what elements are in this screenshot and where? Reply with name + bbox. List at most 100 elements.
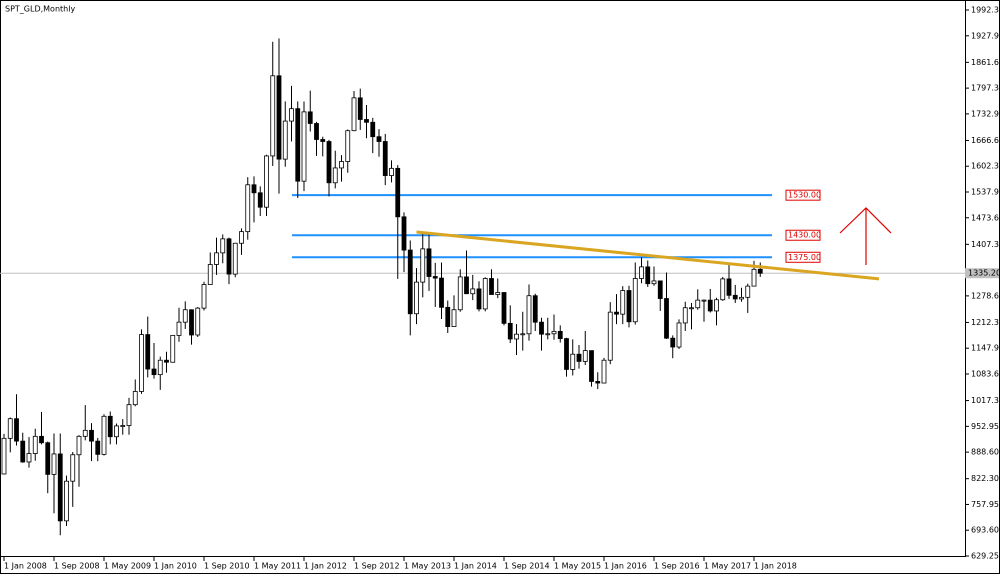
candle-body — [51, 453, 57, 475]
trendline — [416, 230, 880, 281]
candle-body — [376, 136, 382, 142]
candle-body — [495, 292, 501, 295]
candle-body — [489, 278, 494, 295]
candle-body — [245, 184, 251, 233]
y-tick-label: 693.60 — [971, 526, 999, 535]
candle-body — [176, 321, 182, 336]
y-tick-label: 757.95 — [971, 500, 999, 509]
candle-body — [114, 425, 119, 438]
candle-body — [382, 141, 388, 176]
x-tick-label: 1 Sep 2008 — [54, 562, 100, 571]
candle-body — [107, 415, 113, 438]
y-tick-label: 1666.65 — [971, 136, 1000, 145]
candle-body — [132, 391, 138, 406]
level-box — [785, 229, 821, 241]
candle-body — [520, 333, 526, 336]
x-tick-label: 1 May 2013 — [404, 562, 451, 571]
y-tick-label: 1602.30 — [971, 162, 1000, 171]
candle-body — [82, 429, 88, 437]
candle-body — [420, 248, 426, 283]
x-tick-label: 1 Jan 2016 — [604, 562, 647, 571]
candle-body — [351, 97, 357, 132]
candle-body — [614, 311, 619, 315]
x-tick-label: 1 Jan 2014 — [454, 562, 497, 571]
x-tick-label: 1 May 2015 — [554, 562, 601, 571]
candle-body — [751, 268, 757, 287]
candle-body — [320, 139, 326, 142]
candle-body — [207, 264, 213, 285]
candle-body — [239, 231, 244, 244]
candle-body — [370, 121, 376, 138]
candle-body — [139, 334, 144, 392]
candle-body — [276, 75, 282, 160]
y-tick-label: 1537.95 — [971, 188, 1000, 197]
candle-body — [620, 290, 626, 315]
level-label: 1430.00 — [788, 231, 821, 240]
candle-body — [289, 108, 294, 122]
candle-body — [282, 120, 288, 160]
candle-body — [589, 350, 594, 382]
candle-body — [532, 295, 538, 323]
candle-body — [39, 435, 44, 444]
candle-body — [389, 167, 394, 176]
candle-body — [445, 306, 451, 327]
x-tick-label: 1 Sep 2016 — [654, 562, 700, 571]
candle-body — [301, 111, 307, 182]
x-tick-label: 1 Sep 2014 — [504, 562, 550, 571]
candle-body — [582, 350, 588, 362]
y-tick-label: 1992.30 — [971, 6, 1000, 15]
candle-body — [345, 130, 351, 162]
candle-body — [701, 299, 707, 302]
candle-body — [164, 359, 169, 363]
candle-body — [364, 119, 369, 123]
candle-body — [414, 281, 419, 315]
candle-body — [439, 277, 444, 308]
x-tick-label: 1 May 2009 — [104, 562, 151, 571]
candle-body — [89, 429, 94, 442]
candle-body — [170, 334, 176, 363]
candle-body — [682, 307, 688, 324]
candle-body — [401, 216, 407, 251]
y-tick-label: 1407.30 — [971, 240, 1000, 249]
y-tick-label: 1473.60 — [971, 213, 1000, 222]
candle-body — [514, 333, 519, 340]
candle-body — [101, 415, 107, 455]
candle-body — [332, 167, 338, 184]
candle-body — [120, 425, 126, 427]
level-label: 1375.00 — [788, 253, 821, 262]
price-box — [965, 268, 999, 279]
candle-body — [426, 248, 432, 277]
candle-body — [151, 368, 157, 376]
x-tick-label: 1 May 2011 — [254, 562, 301, 571]
y-tick-label: 888.60 — [971, 448, 999, 457]
candle-body — [732, 294, 738, 300]
y-tick-label: 1797.30 — [971, 84, 1000, 93]
candle-body — [76, 435, 82, 456]
candle-body — [632, 278, 638, 323]
candle-body — [651, 280, 657, 285]
arrow — [839, 207, 892, 265]
candle-body — [195, 307, 201, 336]
candle-body — [476, 288, 482, 310]
candle-body — [157, 359, 163, 376]
candle-body — [295, 108, 301, 182]
candle-body — [689, 307, 694, 310]
candle-body — [639, 266, 644, 279]
level-label: 1530.00 — [788, 191, 821, 200]
x-tick-label: 1 Jan 2018 — [754, 562, 797, 571]
candle-body — [14, 418, 19, 442]
y-tick-label: 1278.60 — [971, 291, 1000, 300]
candle-body — [645, 266, 651, 285]
level-box — [785, 189, 821, 201]
candle-body — [576, 353, 582, 362]
candle-body — [395, 167, 401, 218]
x-tick-label: 1 Sep 2010 — [204, 562, 250, 571]
candle-body — [607, 311, 613, 361]
candle-body — [26, 453, 32, 463]
candle-body — [145, 334, 151, 370]
y-tick-label: 822.30 — [971, 474, 999, 483]
candle-body — [264, 155, 269, 208]
candle-body — [314, 123, 319, 140]
candle-body — [126, 404, 132, 426]
